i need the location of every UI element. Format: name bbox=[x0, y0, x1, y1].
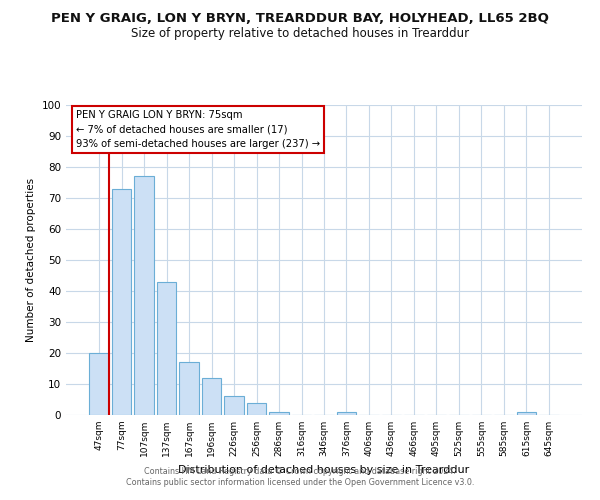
Bar bbox=[269, 412, 289, 415]
Text: Contains HM Land Registry data © Crown copyright and database right 2024.: Contains HM Land Registry data © Crown c… bbox=[144, 467, 456, 476]
Bar bbox=[89, 353, 109, 415]
Bar bbox=[337, 412, 356, 415]
Bar bbox=[157, 282, 176, 415]
X-axis label: Distribution of detached houses by size in Trearddur: Distribution of detached houses by size … bbox=[178, 464, 470, 474]
Bar bbox=[517, 412, 536, 415]
Text: PEN Y GRAIG, LON Y BRYN, TREARDDUR BAY, HOLYHEAD, LL65 2BQ: PEN Y GRAIG, LON Y BRYN, TREARDDUR BAY, … bbox=[51, 12, 549, 26]
Bar bbox=[134, 176, 154, 415]
Bar bbox=[247, 402, 266, 415]
Bar bbox=[202, 378, 221, 415]
Text: PEN Y GRAIG LON Y BRYN: 75sqm
← 7% of detached houses are smaller (17)
93% of se: PEN Y GRAIG LON Y BRYN: 75sqm ← 7% of de… bbox=[76, 110, 320, 149]
Bar bbox=[179, 362, 199, 415]
Y-axis label: Number of detached properties: Number of detached properties bbox=[26, 178, 36, 342]
Text: Contains public sector information licensed under the Open Government Licence v3: Contains public sector information licen… bbox=[126, 478, 474, 487]
Bar bbox=[224, 396, 244, 415]
Text: Size of property relative to detached houses in Trearddur: Size of property relative to detached ho… bbox=[131, 28, 469, 40]
Bar bbox=[112, 188, 131, 415]
